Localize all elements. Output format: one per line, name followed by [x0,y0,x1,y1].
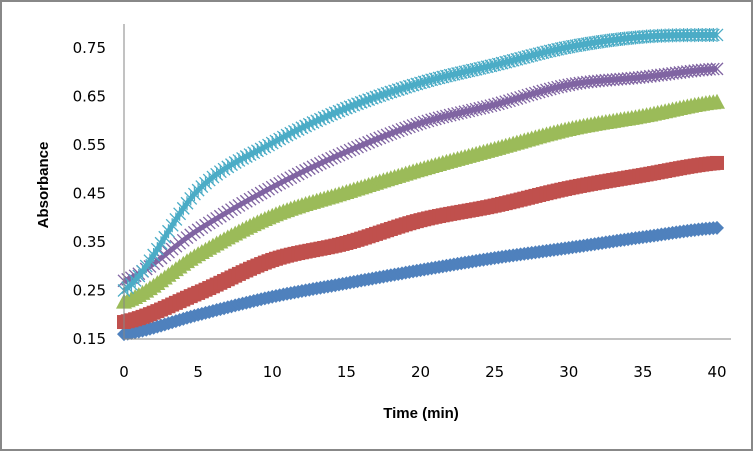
x-tick-label: 15 [337,363,356,381]
data-point [710,220,724,235]
x-axis-title: Time (min) [383,405,459,422]
y-tick-label: 0.45 [73,185,106,203]
series-3 [116,93,725,309]
plot-area [116,27,725,342]
x-tick-label: 35 [633,363,652,381]
x-tick-label: 30 [559,363,578,381]
series-2 [117,155,724,330]
x-tick-label: 5 [193,363,203,381]
y-tick-label: 0.75 [73,39,106,57]
x-tick-label: 10 [263,363,282,381]
y-tick-label: 0.35 [73,233,106,251]
y-tick-label: 0.65 [73,88,106,106]
x-tick-label: 20 [411,363,430,381]
series-1 [117,220,724,342]
x-tick-label: 40 [707,363,726,381]
y-tick-label: 0.25 [73,282,106,300]
series-line [122,32,718,293]
y-axis-title: Absorbance [35,142,52,229]
y-tick-labels: 0.15 0.25 0.35 0.45 0.55 0.65 0.75 [73,39,106,348]
series-line [123,66,718,284]
x-tick-label: 25 [485,363,504,381]
data-point [709,93,725,109]
data-point [710,155,724,170]
y-tick-label: 0.15 [73,330,106,348]
series-5 [117,27,724,298]
x-tick-labels: 0 5 10 15 20 25 30 35 40 [119,363,726,381]
x-tick-label: 0 [119,363,129,381]
y-tick-label: 0.55 [73,136,106,154]
